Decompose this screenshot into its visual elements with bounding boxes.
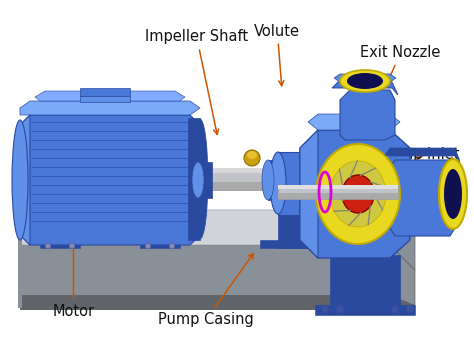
Circle shape — [69, 243, 75, 249]
Circle shape — [406, 305, 414, 313]
Polygon shape — [20, 115, 30, 245]
Polygon shape — [385, 148, 460, 162]
Circle shape — [45, 243, 51, 249]
Ellipse shape — [342, 175, 374, 213]
Ellipse shape — [192, 162, 204, 198]
Bar — [200, 168, 280, 190]
Bar — [200, 168, 280, 173]
Ellipse shape — [316, 144, 400, 244]
Ellipse shape — [330, 161, 386, 227]
Polygon shape — [18, 207, 22, 308]
Polygon shape — [80, 96, 130, 102]
Polygon shape — [198, 162, 212, 198]
Polygon shape — [35, 91, 185, 101]
Polygon shape — [140, 240, 180, 248]
Text: Exit Nozzle: Exit Nozzle — [360, 45, 441, 81]
Polygon shape — [300, 130, 318, 258]
Bar — [278, 193, 398, 199]
Circle shape — [145, 243, 151, 249]
Ellipse shape — [444, 169, 462, 219]
Circle shape — [169, 243, 175, 249]
Ellipse shape — [270, 152, 286, 214]
Ellipse shape — [347, 73, 383, 89]
Polygon shape — [260, 240, 345, 248]
Text: Impeller: Impeller — [381, 189, 441, 223]
Text: Pump Casing: Pump Casing — [158, 254, 254, 327]
Polygon shape — [20, 101, 200, 115]
Polygon shape — [334, 74, 396, 82]
Polygon shape — [20, 115, 200, 245]
Ellipse shape — [192, 119, 208, 239]
Polygon shape — [268, 160, 280, 200]
Bar — [278, 185, 398, 189]
Polygon shape — [40, 240, 80, 248]
Polygon shape — [278, 210, 330, 248]
Ellipse shape — [439, 159, 467, 229]
Polygon shape — [20, 245, 415, 305]
Circle shape — [336, 305, 344, 313]
Ellipse shape — [12, 120, 28, 240]
Text: Volute: Volute — [254, 24, 301, 86]
Polygon shape — [188, 118, 200, 240]
Polygon shape — [20, 210, 415, 245]
Polygon shape — [390, 160, 455, 236]
Polygon shape — [340, 90, 395, 140]
Ellipse shape — [247, 151, 257, 159]
Circle shape — [391, 305, 399, 313]
Polygon shape — [390, 210, 415, 270]
Polygon shape — [330, 255, 400, 312]
Polygon shape — [315, 305, 415, 315]
Ellipse shape — [340, 70, 390, 92]
Ellipse shape — [262, 160, 274, 200]
Polygon shape — [332, 82, 398, 95]
Bar — [278, 185, 398, 199]
Ellipse shape — [313, 138, 403, 248]
Text: Impeller Shaft: Impeller Shaft — [145, 29, 248, 134]
Polygon shape — [278, 152, 318, 215]
Circle shape — [321, 305, 329, 313]
Circle shape — [244, 150, 260, 166]
Polygon shape — [308, 114, 400, 130]
Polygon shape — [80, 88, 130, 96]
Polygon shape — [300, 130, 410, 258]
Polygon shape — [20, 295, 415, 310]
Bar — [200, 182, 280, 190]
Text: Motor: Motor — [53, 175, 94, 319]
Text: Pump Inlet: Pump Inlet — [381, 147, 460, 162]
Ellipse shape — [320, 145, 396, 241]
